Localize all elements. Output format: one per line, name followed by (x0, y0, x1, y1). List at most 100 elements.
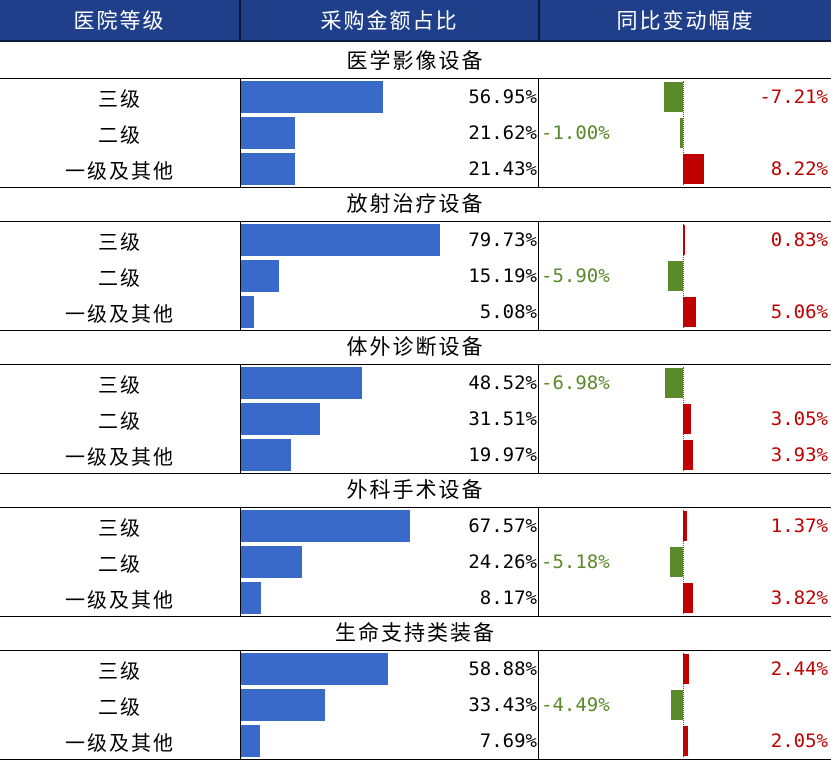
share-bar (241, 653, 389, 685)
column-divider (538, 651, 539, 759)
header-share: 采购金额占比 (241, 0, 538, 40)
share-value-label: 21.62% (468, 122, 537, 144)
share-value-label: 67.57% (468, 515, 537, 537)
group-bottom-border (0, 616, 831, 617)
change-value-label: -7.21% (759, 86, 828, 108)
group-title: 医学影像设备 (346, 49, 485, 73)
change-bar (683, 654, 690, 684)
change-zero-axis (683, 224, 684, 328)
row-label-hospital-level: 一级及其他 (65, 587, 175, 612)
share-bar (241, 439, 291, 471)
change-bar (671, 690, 683, 720)
row-label-hospital-level: 三级 (98, 515, 142, 540)
change-bar (683, 297, 697, 327)
change-value-label: 3.82% (770, 587, 828, 609)
change-bar (683, 511, 687, 541)
share-value-label: 79.73% (468, 229, 537, 251)
share-bar (241, 546, 302, 578)
row-label-hospital-level: 一级及其他 (65, 301, 175, 326)
row-label-hospital-level: 一级及其他 (65, 730, 175, 755)
change-bar (667, 261, 683, 291)
group-title-border (0, 78, 831, 79)
share-bar (241, 510, 410, 542)
column-divider (538, 222, 539, 330)
column-divider (538, 365, 539, 473)
group-bottom-border (0, 330, 831, 331)
column-divider (240, 222, 241, 330)
share-bar (241, 367, 363, 399)
share-value-label: 7.69% (479, 730, 537, 752)
share-bar (241, 117, 296, 149)
group-title-border (0, 364, 831, 365)
change-bar (664, 368, 683, 398)
group-title: 生命支持类装备 (335, 621, 496, 645)
row-label-hospital-level: 二级 (98, 408, 142, 433)
share-value-label: 56.95% (468, 86, 537, 108)
column-divider (538, 508, 539, 616)
share-bar (241, 403, 320, 435)
header-bottom-border (0, 40, 831, 42)
change-bar (683, 726, 689, 756)
group-title: 外科手术设备 (346, 478, 485, 502)
row-label-hospital-level: 一级及其他 (65, 444, 175, 469)
share-bar (241, 689, 325, 721)
change-bar (683, 225, 686, 255)
change-bar (683, 154, 705, 184)
column-divider (240, 79, 241, 187)
change-bar (664, 82, 683, 112)
change-value-label: 3.93% (770, 444, 828, 466)
change-value-label: -5.18% (541, 551, 610, 573)
share-bar (241, 725, 261, 757)
share-value-label: 8.17% (479, 587, 537, 609)
group-bottom-border (0, 473, 831, 474)
header-separator (239, 0, 241, 40)
change-value-label: 2.44% (770, 658, 828, 680)
column-divider (240, 508, 241, 616)
group-title-border (0, 221, 831, 222)
row-label-hospital-level: 三级 (98, 86, 142, 111)
row-label-hospital-level: 二级 (98, 694, 142, 719)
change-value-label: -5.90% (541, 265, 610, 287)
change-zero-axis (683, 653, 684, 757)
row-label-hospital-level: 二级 (98, 122, 142, 147)
change-bar (683, 404, 691, 434)
change-value-label: 8.22% (770, 158, 828, 180)
row-label-hospital-level: 一级及其他 (65, 158, 175, 183)
share-value-label: 24.26% (468, 551, 537, 573)
share-value-label: 48.52% (468, 372, 537, 394)
change-value-label: 5.06% (770, 301, 828, 323)
group-title: 放射治疗设备 (346, 192, 485, 216)
column-divider (240, 365, 241, 473)
change-bar (669, 547, 683, 577)
share-value-label: 19.97% (468, 444, 537, 466)
row-label-hospital-level: 二级 (98, 551, 142, 576)
column-divider (538, 79, 539, 187)
row-label-hospital-level: 三级 (98, 658, 142, 683)
share-bar (241, 296, 254, 328)
share-value-label: 33.43% (468, 694, 537, 716)
change-bar (680, 118, 683, 148)
group-title-border (0, 650, 831, 651)
header-hospital-level: 医院等级 (0, 0, 239, 40)
change-value-label: 1.37% (770, 515, 828, 537)
change-value-label: 3.05% (770, 408, 828, 430)
change-value-label: 0.83% (770, 229, 828, 251)
change-value-label: -6.98% (541, 372, 610, 394)
share-bar (241, 81, 384, 113)
change-zero-axis (683, 510, 684, 614)
header-separator (538, 0, 540, 40)
group-title-border (0, 507, 831, 508)
share-bar (241, 260, 279, 292)
share-value-label: 31.51% (468, 408, 537, 430)
row-label-hospital-level: 三级 (98, 372, 142, 397)
share-value-label: 5.08% (479, 301, 537, 323)
share-value-label: 21.43% (468, 158, 537, 180)
share-value-label: 15.19% (468, 265, 537, 287)
group-title: 体外诊断设备 (346, 335, 485, 359)
change-value-label: -1.00% (541, 122, 610, 144)
change-bar (683, 440, 694, 470)
header-change: 同比变动幅度 (540, 0, 831, 40)
group-bottom-border (0, 187, 831, 188)
row-label-hospital-level: 三级 (98, 229, 142, 254)
